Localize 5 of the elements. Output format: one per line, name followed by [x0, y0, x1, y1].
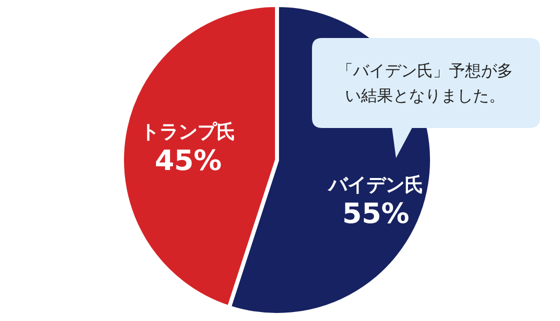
text: 「バイデン氏」予想が多い結果となりました。: [336, 60, 514, 107]
data-label: 55%: [342, 197, 410, 230]
slice-label: バイデン氏: [327, 174, 424, 196]
slice-label: トランプ氏: [140, 120, 236, 143]
data-label: 45%: [154, 144, 222, 177]
